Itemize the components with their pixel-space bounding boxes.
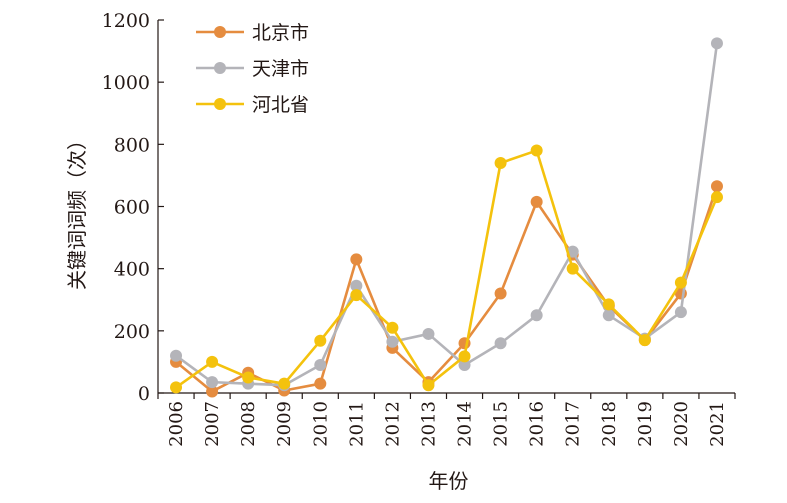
data-point (566, 262, 579, 275)
x-tick-label: 2014 (455, 401, 476, 447)
data-point (350, 253, 363, 266)
y-tick-label: 400 (114, 259, 150, 281)
y-axis-title: 关键词词频（次） (65, 130, 89, 290)
data-point (206, 376, 219, 389)
legend-item: 天津市 (196, 58, 309, 80)
series-1 (170, 180, 723, 398)
data-point (530, 309, 543, 322)
legend-label: 河北省 (252, 94, 309, 116)
data-point (494, 156, 507, 169)
x-tick-label: 2017 (563, 401, 584, 447)
legend-label: 北京市 (252, 22, 309, 44)
y-axis-ticks: 0 200 400 600 800 1000 1200 (102, 10, 164, 405)
x-tick-label: 2007 (202, 401, 223, 447)
series-line (175, 185, 719, 393)
x-tick-label: 2013 (418, 401, 439, 447)
x-tick-label: 2016 (527, 401, 548, 447)
x-tick-label: 2011 (346, 401, 367, 447)
y-tick-label: 1200 (102, 10, 150, 32)
data-point (314, 377, 327, 390)
x-tick-label: 2019 (635, 401, 656, 447)
data-point (494, 337, 507, 350)
data-point (350, 289, 363, 302)
data-point (314, 359, 327, 372)
legend-item: 河北省 (196, 94, 309, 116)
data-point (710, 180, 723, 193)
data-point (422, 327, 435, 340)
data-point (386, 335, 399, 348)
x-tick-label: 2006 (166, 401, 187, 447)
x-tick-label: 2009 (274, 401, 295, 447)
legend-swatch-marker (214, 62, 226, 74)
series-line (175, 43, 719, 387)
x-axis-title: 年份 (429, 469, 469, 493)
data-point (206, 385, 219, 398)
y-tick-label: 600 (114, 197, 150, 219)
legend-label: 天津市 (252, 58, 309, 80)
y-tick-label: 1000 (102, 72, 150, 94)
data-point (494, 287, 507, 300)
data-point (314, 334, 327, 347)
x-tick-label: 2010 (310, 401, 331, 447)
legend-swatch-marker (214, 98, 226, 110)
data-point (602, 309, 615, 322)
x-tick-label: 2018 (599, 401, 620, 447)
y-tick-label: 200 (114, 321, 150, 343)
data-point (242, 371, 255, 384)
series-3 (170, 144, 723, 394)
data-point (674, 306, 687, 319)
x-tick-label: 2012 (382, 401, 403, 447)
x-tick-label: 2015 (491, 401, 512, 447)
data-point (278, 377, 291, 390)
data-point (458, 350, 471, 363)
data-point (530, 195, 543, 208)
x-tick-label: 2008 (238, 401, 259, 447)
data-point (602, 298, 615, 311)
legend-swatch-marker (214, 26, 226, 38)
data-point (170, 349, 183, 362)
data-point (386, 321, 399, 334)
data-point (350, 279, 363, 292)
data-point (638, 334, 651, 347)
data-point (674, 276, 687, 289)
y-tick-label: 800 (114, 134, 150, 156)
x-axis-ticks: 2006 2007 2008 2009 2010 2011 2012 2013 2014 2015… (157, 393, 736, 447)
data-point (530, 144, 543, 157)
data-point (206, 355, 219, 368)
data-point (458, 359, 471, 372)
data-point (710, 37, 723, 50)
series-layer (170, 37, 723, 398)
data-point (422, 379, 435, 392)
series-line (175, 149, 719, 389)
x-tick-label: 2021 (707, 401, 728, 447)
legend-item: 北京市 (196, 22, 309, 44)
data-point (710, 191, 723, 204)
data-point (170, 381, 183, 394)
y-tick-label: 0 (138, 383, 150, 405)
x-tick-label: 2020 (671, 401, 692, 447)
